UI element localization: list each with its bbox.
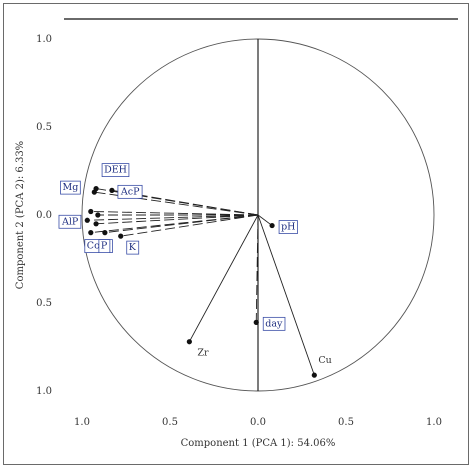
loading-point-12	[253, 319, 259, 325]
point-label-box-5	[58, 214, 82, 229]
loading-line-12	[255, 214, 259, 323]
x-tick-label-0: 1.0	[74, 417, 90, 428]
loading-line-13	[257, 214, 315, 376]
point-label-box-2	[117, 184, 143, 199]
loading-point-1	[93, 186, 99, 192]
loading-line-9	[120, 214, 259, 237]
point-label-1: DEH	[104, 165, 127, 176]
x-tick-label-1: 0.5	[162, 417, 178, 428]
loading-line-5	[87, 214, 259, 221]
y-tick-label-3: 0.5	[36, 298, 52, 309]
point-label-5: AlP	[61, 216, 79, 227]
loading-line-6	[96, 214, 259, 225]
y-tick-label-2: 0.0	[36, 210, 52, 221]
chart-marks: 1.0 0.5 0.0 0.5 1.0 1.0 0.5 0.0 0.5 1.0 Mg DEH AcP Al…	[36, 34, 442, 428]
point-label-12: day	[265, 318, 283, 329]
y-axis-title: Component 2 (PCA 2): 6.33%	[15, 141, 26, 289]
loading-line-3	[90, 211, 259, 216]
point-label-box-8	[98, 239, 111, 254]
point-label-2: AcP	[120, 186, 140, 197]
loading-point-6	[93, 221, 99, 227]
loading-line-8	[104, 214, 259, 234]
loading-line-11	[188, 214, 259, 342]
loading-point-5	[84, 217, 90, 223]
point-label-box-9	[126, 240, 140, 255]
y-tick-label-0: 1.0	[36, 34, 52, 45]
loading-point-8	[102, 230, 108, 236]
point-label-11: Zr	[197, 348, 209, 359]
loading-line-2	[111, 189, 259, 216]
loading-point-11	[186, 339, 192, 345]
y-tick-label-4: 1.0	[36, 386, 52, 397]
point-label-box-12	[262, 316, 286, 331]
loading-point-4	[95, 212, 101, 218]
loading-point-13	[311, 372, 317, 378]
point-label-0: Mg	[63, 182, 79, 193]
loading-point-3	[88, 208, 94, 215]
point-label-8: P	[101, 241, 108, 252]
loading-point-2	[109, 187, 115, 193]
x-tick-label-3: 0.5	[338, 417, 354, 428]
x-tick-label-2: 0.0	[250, 417, 266, 428]
loading-line-7	[90, 214, 259, 234]
y-tick-label-1: 0.5	[36, 122, 52, 133]
loading-line-10	[257, 214, 273, 226]
point-label-13: Cu	[318, 355, 331, 366]
loading-point-7	[88, 230, 94, 236]
x-axis-title: Component 1 (PCA 1): 54.06%	[181, 438, 336, 449]
point-label-box-1	[101, 163, 130, 178]
loading-point-10	[269, 222, 275, 229]
point-label-9: K	[129, 242, 137, 253]
point-label-box-10	[278, 220, 298, 234]
x-tick-label-4: 1.0	[426, 417, 442, 428]
point-label-box-0	[60, 180, 81, 195]
loading-point-9	[118, 233, 124, 239]
point-label-10: pH	[281, 222, 295, 233]
chart-frame	[3, 3, 469, 465]
